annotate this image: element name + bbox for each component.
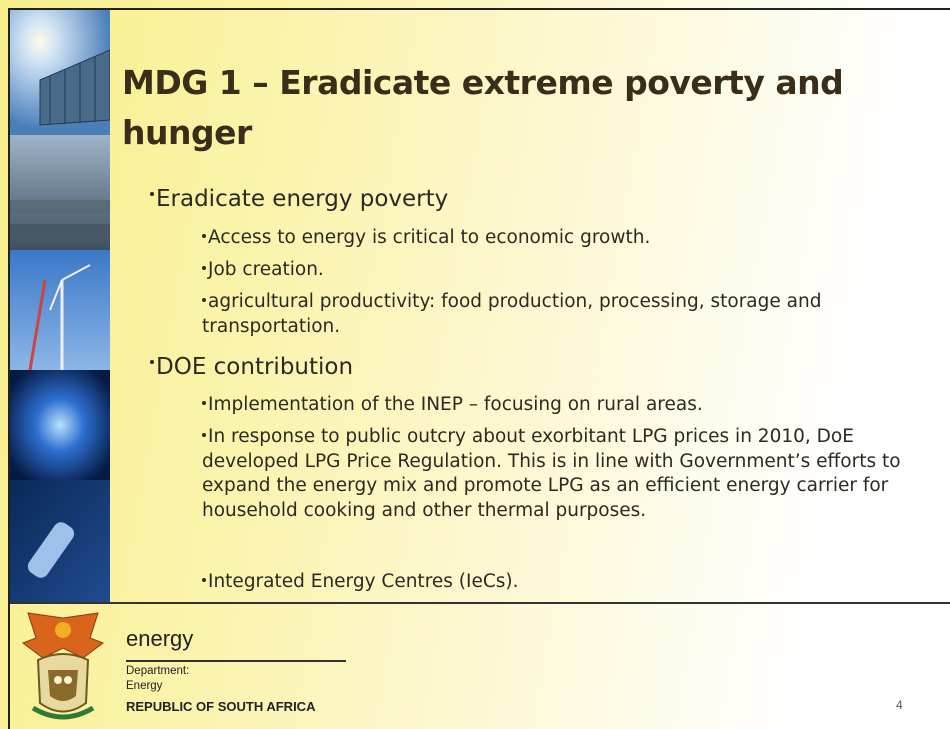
image-strip	[10, 10, 110, 602]
country: REPUBLIC OF SOUTH AFRICA	[126, 699, 316, 714]
sub-bullet: agricultural productivity: food producti…	[202, 290, 902, 339]
sub-bullet: Implementation of the INEP – focusing on…	[202, 393, 902, 418]
sub-bullet: Integrated Energy Centres (IeCs).	[202, 570, 902, 595]
department: Energy	[126, 680, 163, 692]
frame	[8, 8, 950, 10]
slide-title: MDG 1 – Eradicate extreme poverty and hu…	[122, 63, 844, 152]
brand-underline	[126, 660, 346, 662]
page-number: 4	[896, 698, 903, 712]
brand: energy	[126, 626, 194, 651]
bullet: DOE contribution	[150, 352, 353, 382]
department: Department:	[126, 665, 190, 677]
divider	[10, 602, 950, 604]
coat-of-arms	[21, 612, 105, 720]
sub-bullet: In response to public outcry about exorb…	[202, 425, 902, 523]
sub-bullet: Job creation.	[202, 258, 902, 283]
frame	[8, 8, 10, 729]
bullet: Eradicate energy poverty	[150, 184, 448, 214]
sub-bullet: Access to energy is critical to economic…	[202, 226, 902, 251]
